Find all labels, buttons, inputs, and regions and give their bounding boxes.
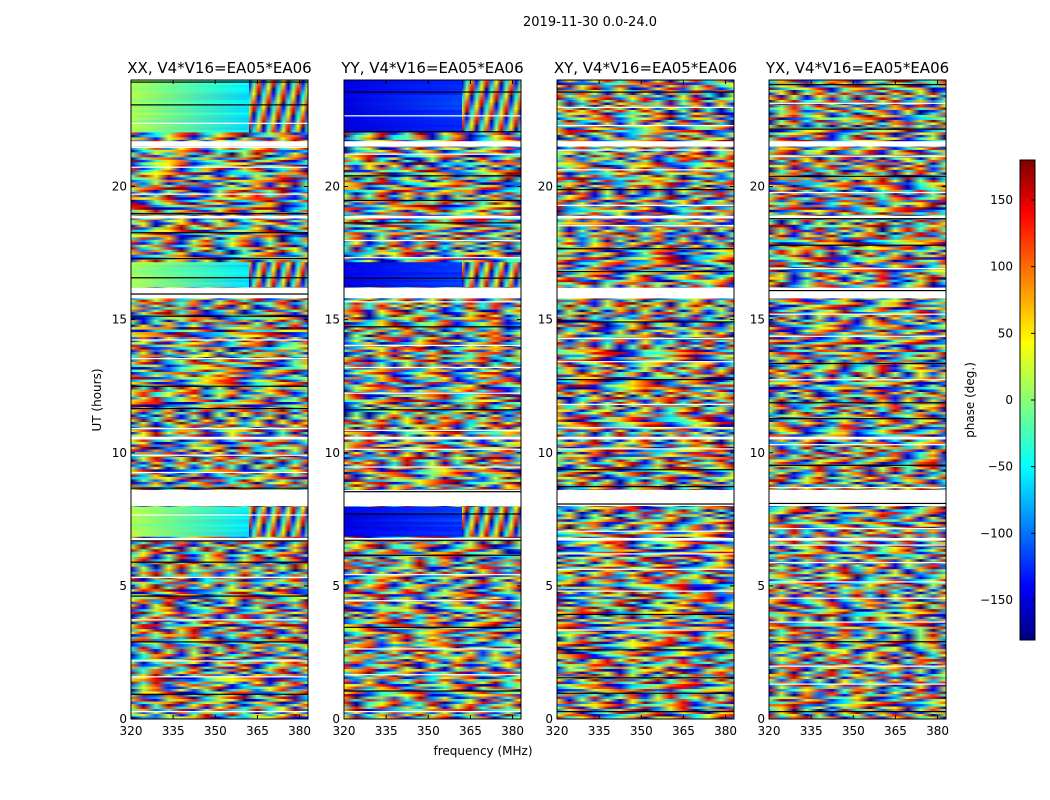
panel-title: YY, V4*V16=EA05*EA06 — [340, 59, 523, 77]
phase-heatmap — [344, 80, 521, 719]
x-tick-label: 350 — [204, 724, 227, 738]
flagged-gap — [769, 215, 946, 219]
panel-xx: XX, V4*V16=EA05*EA06 320 335 350 365 380 0 5 10 1… — [112, 59, 312, 738]
y-tick-label: 10 — [538, 446, 553, 460]
x-tick-label: 380 — [501, 724, 524, 738]
colorbar-tick-label: 0 — [1005, 393, 1013, 407]
x-tick-label: 320 — [333, 724, 356, 738]
flagged-gap — [344, 141, 521, 147]
flagged-gap — [557, 215, 734, 219]
x-tick-label: 365 — [672, 724, 695, 738]
x-tick-label: 350 — [630, 724, 653, 738]
x-tick-label: 350 — [417, 724, 440, 738]
flagged-gap — [557, 490, 734, 506]
flagged-gap — [344, 537, 521, 541]
y-tick-label: 5 — [757, 579, 765, 593]
x-tick-label: 380 — [926, 724, 949, 738]
colorbar-tick-label: 50 — [998, 326, 1013, 340]
y-tick-label: 15 — [750, 313, 765, 327]
y-tick-label: 0 — [545, 712, 553, 726]
flagged-gap — [557, 436, 734, 440]
y-axis-label: UT (hours) — [90, 368, 104, 431]
y-tick-label: 5 — [119, 579, 127, 593]
flagged-gap — [769, 490, 946, 506]
flagged-gap — [557, 537, 734, 541]
flagged-gap — [131, 215, 308, 219]
panel-yx: YX, V4*V16=EA05*EA06 320 335 350 365 380 0 5 10 1… — [750, 59, 949, 738]
x-tick-label: 335 — [800, 724, 823, 738]
colorbar-tick-label: 100 — [990, 260, 1013, 274]
panel-frame — [768, 79, 947, 720]
x-axis-label: frequency (MHz) — [433, 744, 532, 758]
flagged-gap — [131, 287, 308, 299]
x-tick-label: 365 — [884, 724, 907, 738]
panel-title: YX, V4*V16=EA05*EA06 — [765, 59, 949, 77]
y-tick-label: 15 — [112, 313, 127, 327]
panel-title: XX, V4*V16=EA05*EA06 — [127, 59, 311, 77]
panel-xy: XY, V4*V16=EA05*EA06 320 335 350 365 380 0 5 10 1… — [538, 59, 737, 738]
panel-frame — [130, 79, 309, 720]
panel-frame — [556, 79, 735, 720]
flagged-gap — [344, 287, 521, 299]
x-tick-label: 380 — [714, 724, 737, 738]
y-tick-label: 15 — [325, 313, 340, 327]
colorbar-tick-label: −50 — [988, 460, 1013, 474]
x-tick-label: 350 — [842, 724, 865, 738]
flagged-gap — [344, 490, 521, 506]
panel-yy: YY, V4*V16=EA05*EA06 320 335 350 365 380 0 5 10 1… — [325, 59, 524, 738]
phase-heatmap — [557, 80, 734, 719]
y-tick-label: 15 — [538, 313, 553, 327]
panels: XX, V4*V16=EA05*EA06 320 335 350 365 380 0 5 10 1… — [112, 59, 949, 738]
flagged-gap — [557, 287, 734, 299]
flagged-gap — [769, 287, 946, 299]
flagged-gap — [131, 537, 308, 541]
x-tick-label: 335 — [375, 724, 398, 738]
colorbar-tick-label: −150 — [980, 593, 1013, 607]
y-tick-label: 0 — [757, 712, 765, 726]
flagged-gap — [131, 436, 308, 440]
x-tick-label: 320 — [120, 724, 143, 738]
colorbar-label: phase (deg.) — [963, 362, 977, 438]
flagged-gap — [769, 141, 946, 147]
flagged-gap — [131, 490, 308, 506]
phase-heatmap — [769, 80, 946, 719]
flagged-gap — [769, 537, 946, 541]
y-tick-label: 0 — [332, 712, 340, 726]
y-tick-label: 0 — [119, 712, 127, 726]
colorbar-tick-label: −100 — [980, 526, 1013, 540]
flagged-gap — [131, 141, 308, 147]
y-tick-label: 20 — [325, 180, 340, 194]
flagged-gap — [769, 436, 946, 440]
x-tick-label: 335 — [588, 724, 611, 738]
y-tick-label: 20 — [112, 180, 127, 194]
colorbar: phase (deg.) −150 −100 −50 0 50 100 150 — [963, 159, 1036, 641]
y-tick-label: 20 — [538, 180, 553, 194]
y-tick-label: 5 — [545, 579, 553, 593]
y-tick-label: 10 — [325, 446, 340, 460]
panel-frame — [343, 79, 522, 720]
x-tick-label: 335 — [162, 724, 185, 738]
flagged-gap — [344, 436, 521, 440]
phase-heatmap — [131, 80, 308, 719]
x-tick-label: 320 — [758, 724, 781, 738]
x-tick-label: 365 — [246, 724, 269, 738]
x-tick-label: 365 — [459, 724, 482, 738]
flagged-gap — [557, 141, 734, 147]
y-tick-label: 10 — [112, 446, 127, 460]
y-tick-label: 5 — [332, 579, 340, 593]
y-tick-label: 20 — [750, 180, 765, 194]
y-tick-label: 10 — [750, 446, 765, 460]
panel-title: XY, V4*V16=EA05*EA06 — [554, 59, 737, 77]
x-tick-label: 380 — [288, 724, 311, 738]
colorbar-tick-label: 150 — [990, 193, 1013, 207]
flagged-gap — [344, 215, 521, 219]
figure-title: 2019-11-30 0.0-24.0 — [523, 15, 657, 30]
x-tick-label: 320 — [546, 724, 569, 738]
